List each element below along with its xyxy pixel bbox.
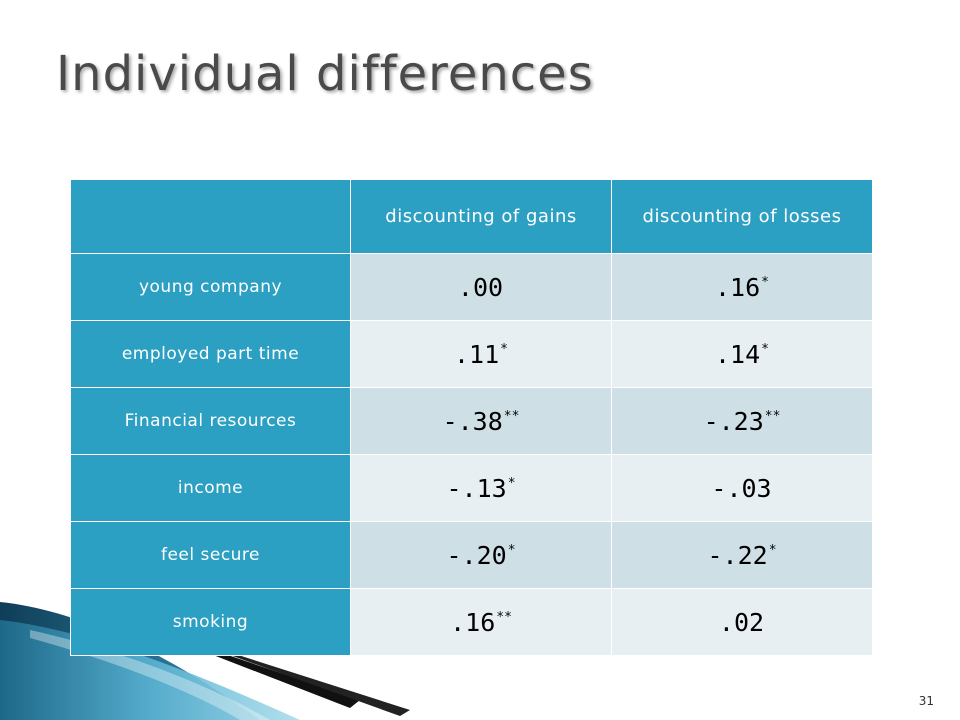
row-label: smoking	[70, 588, 351, 656]
table-row: smoking .16** .02	[70, 588, 873, 656]
losses-value-cell: .02	[611, 588, 873, 656]
table-row: feel secure -.20* -.22*	[70, 521, 873, 589]
table-row: employed part time .11* .14*	[70, 320, 873, 388]
value: -.22	[707, 540, 768, 570]
significance-marker: *	[500, 342, 508, 358]
gains-value-cell: .11*	[350, 320, 612, 388]
significance-marker: *	[761, 275, 769, 291]
significance-marker: **	[503, 409, 520, 425]
value: -.13	[446, 473, 507, 503]
page-number: 31	[918, 694, 934, 708]
table-header-gains: discounting of gains	[350, 179, 612, 254]
significance-marker: *	[507, 543, 516, 559]
value: -.23	[703, 406, 764, 436]
table-header-row: discounting of gains discounting of loss…	[70, 179, 873, 254]
gains-value-cell: .00	[350, 253, 612, 321]
table-row: Financial resources -.38** -.23**	[70, 387, 873, 455]
value: .00	[457, 272, 504, 302]
losses-value-cell: .14*	[611, 320, 873, 388]
losses-value-cell: -.22*	[611, 521, 873, 589]
table-row: young company .00 .16*	[70, 253, 873, 321]
significance-marker: *	[507, 476, 516, 492]
gains-value-cell: -.13*	[350, 454, 612, 522]
losses-value-cell: -.03	[611, 454, 873, 522]
value: .11	[454, 339, 500, 369]
value: -.20	[446, 540, 507, 570]
table-header-losses: discounting of losses	[611, 179, 873, 254]
gains-value-cell: .16**	[350, 588, 612, 656]
value: .14	[715, 339, 761, 369]
row-label: employed part time	[70, 320, 351, 388]
gains-value-cell: -.38**	[350, 387, 612, 455]
significance-marker: *	[761, 342, 769, 358]
significance-marker: *	[768, 543, 777, 559]
correlation-table: discounting of gains discounting of loss…	[70, 179, 873, 656]
row-label: young company	[70, 253, 351, 321]
value: -.03	[711, 473, 772, 503]
value: .16	[715, 272, 761, 302]
value: .16	[450, 607, 496, 637]
table-header-empty	[70, 179, 351, 254]
row-label: income	[70, 454, 351, 522]
significance-marker: **	[764, 409, 781, 425]
row-label: feel secure	[70, 521, 351, 589]
gains-value-cell: -.20*	[350, 521, 612, 589]
value: .02	[718, 607, 765, 637]
value: -.38	[442, 406, 503, 436]
losses-value-cell: .16*	[611, 253, 873, 321]
losses-value-cell: -.23**	[611, 387, 873, 455]
table-row: income -.13* -.03	[70, 454, 873, 522]
significance-marker: **	[496, 610, 512, 626]
row-label: Financial resources	[70, 387, 351, 455]
slide-title: Individual differences	[56, 46, 594, 102]
